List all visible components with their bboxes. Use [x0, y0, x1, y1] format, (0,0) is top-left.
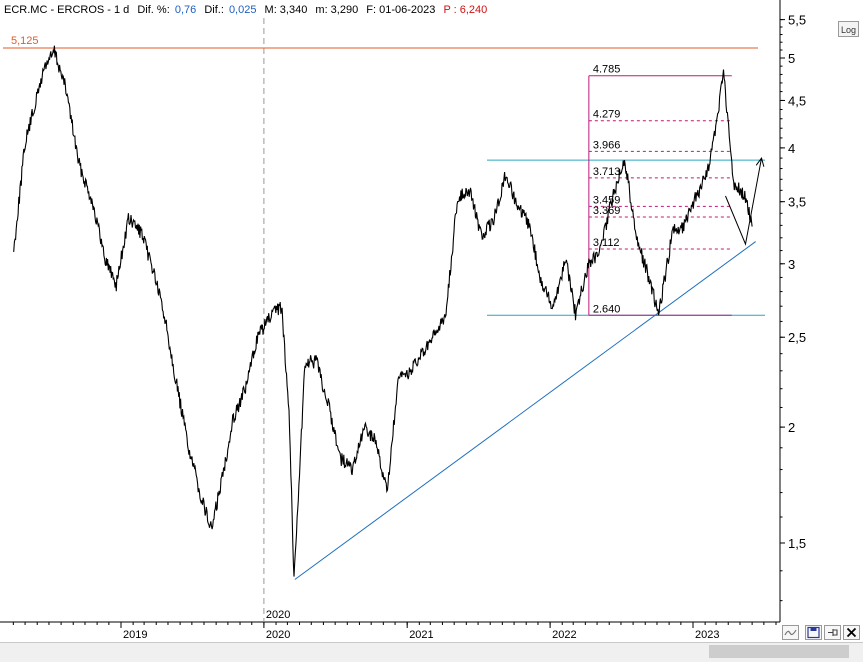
dif-pct-value: 0,76: [174, 4, 197, 16]
wave-icon: [784, 629, 797, 636]
date-label: F: 01-06-2023: [366, 4, 436, 16]
year-marker-label: 2020: [266, 609, 290, 621]
x-tick-label: 2019: [123, 629, 147, 641]
x-tick-label: 2023: [695, 629, 719, 641]
support-trend-line: [294, 241, 756, 580]
quote-header: ECR.MC - ERCROS - 1 d Dif. %: 0,76 Dif.:…: [4, 3, 493, 17]
log-scale-button[interactable]: Log: [838, 21, 859, 37]
y-tick-label: 4: [788, 141, 795, 156]
fib-level-label: 3.713: [593, 166, 621, 178]
scrollbar-thumb[interactable]: [709, 645, 849, 658]
x-tick-label: 2020: [266, 629, 290, 641]
fib-level-label: 3.369: [593, 205, 621, 217]
save-icon: [807, 626, 820, 639]
fib-level-label: 3.112: [593, 237, 620, 249]
fib-level-label: 3.459: [593, 194, 621, 206]
y-tick-label: 3,5: [788, 195, 806, 210]
dif-pct-label: Dif. %:: [137, 4, 170, 16]
save-button[interactable]: [805, 625, 822, 640]
y-tick-label: 3: [788, 257, 795, 272]
close-icon: [846, 627, 857, 638]
y-tick-label: 2: [788, 420, 795, 435]
x-tick-label: 2021: [409, 629, 433, 641]
dif-value: 0,025: [228, 4, 257, 16]
fib-level-label: 3.966: [593, 139, 621, 151]
y-tick-label: 5,5: [788, 13, 806, 28]
fib-level-label: 2.640: [593, 303, 621, 315]
y-tick-label: 4,5: [788, 93, 806, 108]
horizontal-scrollbar[interactable]: [0, 642, 863, 662]
dif-label: Dif.:: [204, 4, 224, 16]
projection-arrow-line: [725, 158, 762, 246]
pin-icon: [828, 629, 838, 636]
y-tick-label: 2,5: [788, 330, 806, 345]
x-tick-label: 2022: [552, 629, 576, 641]
price-label: P : 6,240: [443, 4, 488, 16]
max-label: M: 3,340: [264, 4, 308, 16]
close-button[interactable]: [843, 625, 860, 640]
fib-level-label: 4.279: [593, 109, 621, 121]
y-tick-label: 5: [788, 51, 795, 66]
y-tick-label: 1,5: [788, 536, 806, 551]
min-label: m: 3,290: [315, 4, 359, 16]
symbol-label: ECR.MC - ERCROS - 1 d: [4, 4, 130, 16]
pin-button[interactable]: [824, 625, 841, 640]
price-series-line: [13, 45, 753, 577]
wave-button[interactable]: [782, 625, 799, 640]
fib-level-label: 4.785: [593, 64, 621, 76]
projection-arrow-head: [755, 156, 765, 167]
resistance-label: 5,125: [11, 35, 39, 47]
